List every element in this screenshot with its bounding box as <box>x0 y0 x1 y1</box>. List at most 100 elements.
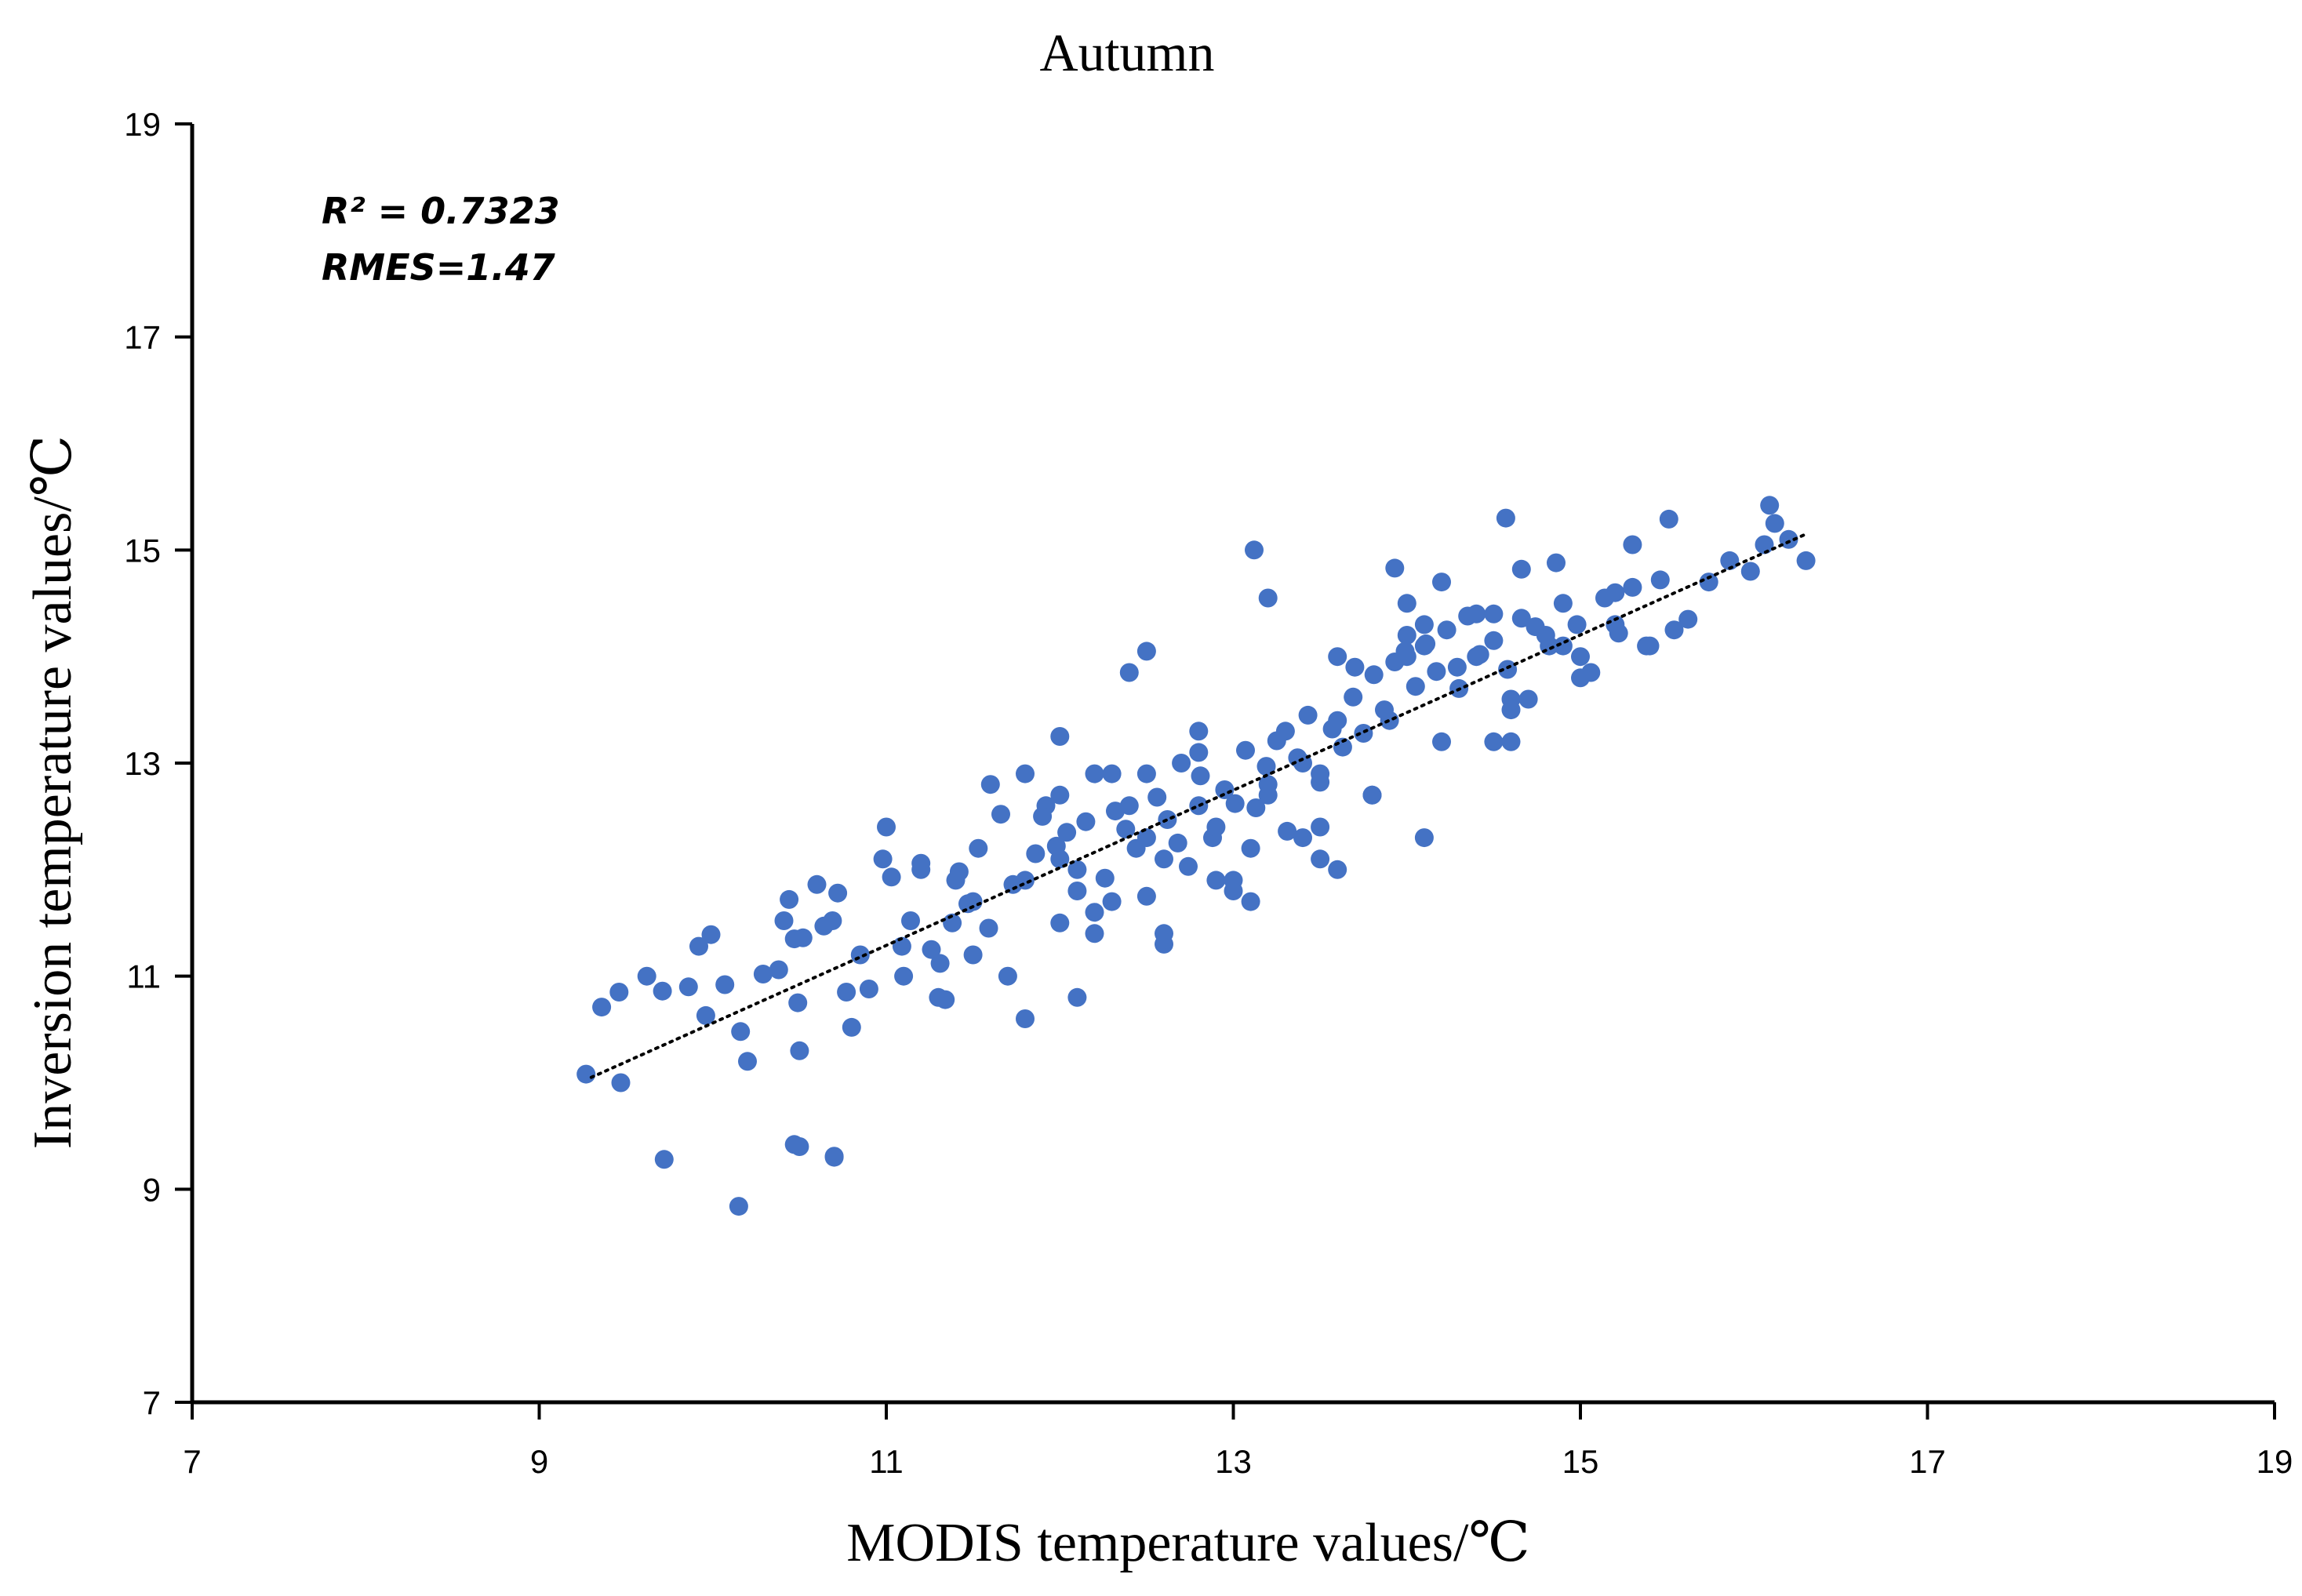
data-point <box>1553 594 1573 613</box>
data-point <box>1467 604 1486 623</box>
data-point <box>1136 764 1156 783</box>
data-point <box>1511 609 1531 628</box>
data-point <box>1016 764 1035 783</box>
data-point <box>911 860 931 879</box>
data-point <box>1501 732 1521 751</box>
points-layer <box>576 496 1816 1216</box>
data-point <box>1057 823 1077 842</box>
data-point <box>1606 615 1625 634</box>
data-point <box>1397 626 1416 645</box>
data-point <box>1427 662 1446 682</box>
data-point <box>1328 860 1347 879</box>
data-point <box>1050 727 1070 746</box>
data-point <box>788 993 808 1012</box>
data-point <box>715 975 735 994</box>
data-point <box>1085 903 1104 922</box>
data-point <box>1311 817 1330 837</box>
data-point <box>998 966 1017 986</box>
data-point <box>1467 647 1486 667</box>
data-point <box>824 1147 844 1166</box>
data-point <box>592 998 612 1017</box>
data-point <box>1311 849 1330 869</box>
data-point <box>1085 924 1104 943</box>
data-point <box>1241 838 1260 858</box>
data-point <box>877 817 896 837</box>
data-point <box>1511 559 1531 579</box>
data-point <box>1362 785 1382 805</box>
data-point <box>1085 764 1104 783</box>
data-point <box>654 1150 674 1169</box>
y-tick-label: 19 <box>124 106 161 143</box>
data-point <box>837 983 856 1002</box>
data-point <box>1189 743 1209 762</box>
data-point <box>1155 934 1173 954</box>
data-point <box>1345 657 1365 677</box>
x-axis-label: MODIS temperature values/℃ <box>846 1513 1529 1573</box>
data-point <box>1067 860 1087 879</box>
data-point <box>1215 780 1235 799</box>
trendline-layer <box>589 532 1808 1079</box>
data-point <box>1189 722 1209 741</box>
y-tick-label: 7 <box>143 1384 161 1421</box>
x-tick-label: 19 <box>2257 1443 2293 1480</box>
data-point <box>1518 689 1538 709</box>
data-point <box>696 1005 715 1025</box>
data-point <box>1406 677 1425 696</box>
data-point <box>1606 583 1625 602</box>
data-point <box>882 867 901 887</box>
data-point <box>1236 740 1255 760</box>
data-point <box>842 1017 861 1037</box>
data-point <box>1397 647 1416 667</box>
data-point <box>929 987 948 1007</box>
data-point <box>609 983 629 1002</box>
data-point <box>1016 871 1035 890</box>
data-point <box>1414 636 1434 656</box>
x-tick-label: 13 <box>1215 1443 1252 1480</box>
data-point <box>653 981 672 1001</box>
data-point <box>1501 700 1521 720</box>
data-point <box>790 1041 809 1060</box>
data-point <box>1026 844 1046 863</box>
data-point <box>1102 892 1122 911</box>
data-point <box>1206 817 1226 837</box>
data-point <box>1206 871 1226 890</box>
data-point <box>1258 785 1278 805</box>
data-point <box>873 849 893 869</box>
data-point <box>1033 806 1053 826</box>
data-point <box>859 980 878 998</box>
data-point <box>828 883 848 903</box>
data-point <box>1755 535 1774 554</box>
data-point <box>1179 856 1198 876</box>
data-point <box>738 1052 757 1071</box>
data-point <box>1278 821 1297 841</box>
data-point <box>1437 620 1456 640</box>
data-point <box>1664 620 1684 640</box>
data-point <box>637 966 656 986</box>
data-point <box>784 1135 804 1154</box>
data-point <box>1168 833 1187 853</box>
data-point <box>1571 668 1590 688</box>
data-point <box>1765 514 1784 533</box>
data-point <box>1760 496 1780 515</box>
data-point <box>969 838 988 858</box>
data-point <box>780 889 799 909</box>
data-point <box>1258 588 1278 608</box>
rmse-annotation: RMES=1.47 <box>322 246 555 289</box>
data-point <box>1136 828 1156 848</box>
data-point <box>1354 724 1373 743</box>
y-tick-label: 13 <box>124 745 161 782</box>
data-point <box>1484 732 1504 751</box>
data-point <box>1364 665 1384 685</box>
data-point <box>576 1064 596 1084</box>
data-point <box>1050 849 1070 869</box>
data-point <box>1484 604 1504 623</box>
data-point <box>943 913 962 933</box>
data-point <box>1414 615 1434 634</box>
data-point <box>1225 794 1245 813</box>
data-point <box>1136 642 1156 661</box>
data-point <box>1720 551 1740 570</box>
data-point <box>1796 551 1816 570</box>
data-point <box>1699 573 1718 592</box>
data-point <box>1484 631 1504 650</box>
